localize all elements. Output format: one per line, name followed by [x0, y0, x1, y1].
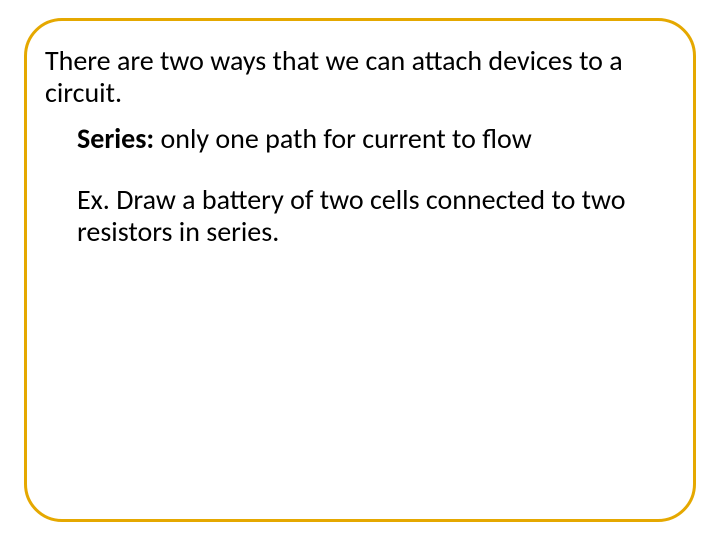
- series-description: only one path for current to flow: [154, 121, 532, 156]
- series-definition: Series: only one path for current to flo…: [45, 123, 671, 155]
- example-paragraph: Ex. Draw a battery of two cells connecte…: [45, 184, 671, 248]
- slide-frame: There are two ways that we can attach de…: [24, 18, 696, 522]
- intro-paragraph: There are two ways that we can attach de…: [45, 45, 671, 109]
- series-label: Series:: [77, 121, 154, 156]
